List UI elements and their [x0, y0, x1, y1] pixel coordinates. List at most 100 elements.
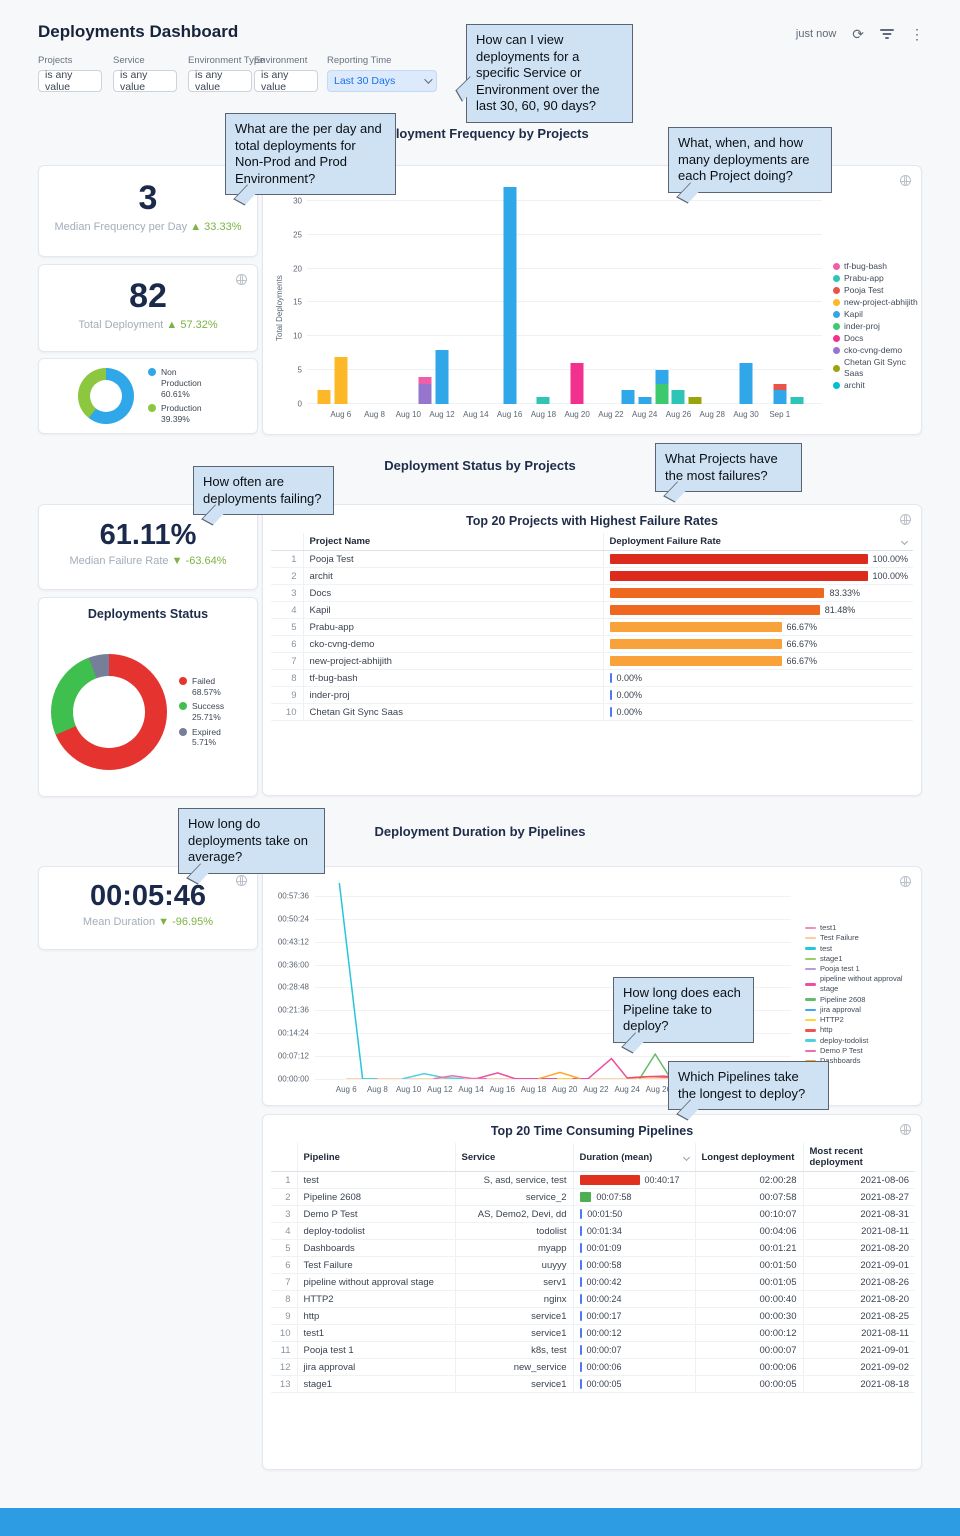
table-row[interactable]: 11 Pooja test 1 k8s, test 00:00:07 00:00:07 2… — [271, 1341, 915, 1359]
filter-value-projects[interactable]: is any value — [38, 69, 102, 93]
kebab-menu-icon[interactable]: ⋮ — [910, 26, 924, 42]
legend-item[interactable]: Kapil — [833, 309, 921, 320]
legend-item[interactable]: Docs — [833, 333, 921, 344]
bar-segment[interactable] — [621, 390, 635, 404]
table-row[interactable]: 13 stage1 service1 00:00:05 00:00:05 2021-08-… — [271, 1375, 915, 1393]
globe-icon[interactable] — [236, 274, 247, 285]
table-row[interactable]: 5 Prabu-app 66.67% — [271, 618, 913, 636]
duration-value: 00:00:12 — [586, 1327, 622, 1338]
legend-item[interactable]: new-project-abhijith — [833, 297, 921, 308]
filter-label: Environment — [254, 55, 308, 66]
table-row[interactable]: 3 Demo P Test AS, Demo2, Devi, dd 00:01:50 0… — [271, 1205, 915, 1223]
bar-segment[interactable] — [418, 383, 432, 404]
sort-chevron-icon[interactable] — [682, 1153, 690, 1161]
legend-item[interactable]: http — [805, 1025, 921, 1035]
globe-icon[interactable] — [900, 514, 911, 525]
table-row[interactable]: 9 inder-proj 0.00% — [271, 686, 913, 704]
filter-value-environment[interactable]: is any value — [254, 69, 318, 93]
legend-item[interactable]: tf-bug-bash — [833, 261, 921, 272]
table-row[interactable]: 2 Pipeline 2608 service_2 00:07:58 00:07:58 2… — [271, 1188, 915, 1206]
table-row[interactable]: 5 Dashboards myapp 00:01:09 00:01:21 2021-08-… — [271, 1239, 915, 1257]
globe-icon[interactable] — [236, 875, 247, 886]
table-row[interactable]: 12 jira approval new_service 00:00:06 00:00:… — [271, 1358, 915, 1376]
legend-item[interactable]: deploy-todolist — [805, 1036, 921, 1046]
bar-segment[interactable] — [570, 363, 584, 404]
recent-deployment-cell: 2021-08-18 — [802, 1375, 915, 1393]
legend-item[interactable]: Success 25.71% — [179, 701, 245, 722]
column-header-service[interactable]: Service — [454, 1143, 573, 1172]
legend-item[interactable]: stage1 — [805, 954, 921, 964]
legend-item[interactable]: pipeline without approval stage — [805, 974, 921, 994]
column-header-recent[interactable]: Most recent deployment — [802, 1143, 915, 1172]
table-row[interactable]: 6 Test Failure uuyyy 00:00:58 00:01:50 2021-0… — [271, 1256, 915, 1274]
bar-segment[interactable] — [334, 356, 348, 404]
bar-segment[interactable] — [503, 187, 517, 404]
legend-item[interactable]: inder-proj — [833, 321, 921, 332]
table-row[interactable]: 4 deploy-todolist todolist 00:01:34 00:04:06… — [271, 1222, 915, 1240]
column-header-project-name[interactable]: Project Name — [302, 533, 603, 551]
table-row[interactable]: 7 new-project-abhijith 66.67% — [271, 652, 913, 670]
table-row[interactable]: 9 http service1 00:00:17 00:00:30 2021-08-25 — [271, 1307, 915, 1325]
legend-item[interactable]: Production 39.39% — [148, 403, 218, 424]
bar-segment[interactable] — [739, 363, 753, 404]
legend-item[interactable]: Pipeline 2608 — [805, 995, 921, 1005]
refresh-icon[interactable]: ⟳ — [852, 26, 864, 42]
filter-value-environment-type[interactable]: is any value — [188, 69, 252, 93]
longest-deployment-cell: 00:01:50 — [694, 1256, 803, 1274]
bar-segment[interactable] — [655, 383, 669, 404]
column-header-duration[interactable]: Duration (mean) — [572, 1143, 695, 1172]
legend-item[interactable]: Pooja test 1 — [805, 964, 921, 974]
legend-item[interactable]: Test Failure — [805, 933, 921, 943]
bar-segment[interactable] — [435, 349, 449, 404]
table-row[interactable]: 8 tf-bug-bash 0.00% — [271, 669, 913, 687]
table-row[interactable]: 7 pipeline without approval stage serv1 00:… — [271, 1273, 915, 1291]
table-row[interactable]: 8 HTTP2 nginx 00:00:24 00:00:40 2021-08-20 — [271, 1290, 915, 1308]
globe-icon[interactable] — [900, 876, 911, 887]
bar-segment[interactable] — [773, 383, 787, 391]
bar-segment[interactable] — [790, 397, 804, 404]
legend-label: archit — [844, 380, 865, 390]
filter-value-service[interactable]: is any value — [113, 69, 177, 93]
bar-segment[interactable] — [671, 390, 685, 404]
legend-item[interactable]: cko-cvng-demo — [833, 345, 921, 356]
bar-segment[interactable] — [773, 390, 787, 404]
table-row[interactable]: 3 Docs 83.33% — [271, 584, 913, 602]
table-row[interactable]: 10 Chetan Git Sync Saas 0.00% — [271, 703, 913, 721]
legend-item[interactable]: test1 — [805, 923, 921, 933]
column-header-pipeline[interactable]: Pipeline — [296, 1143, 455, 1172]
bar-segment[interactable] — [418, 376, 432, 384]
legend-item[interactable]: HTTP2 — [805, 1015, 921, 1025]
globe-icon[interactable] — [900, 1124, 911, 1135]
callout-longest-pipelines: Which Pipelines take the longest to depl… — [668, 1061, 829, 1110]
pipeline-cell: http — [296, 1307, 455, 1325]
bar-segment[interactable] — [317, 390, 331, 404]
legend-item[interactable]: Failed 68.57% — [179, 676, 245, 697]
legend-dash — [805, 1029, 816, 1032]
legend-item[interactable]: Demo P Test — [805, 1046, 921, 1056]
bar-segment[interactable] — [655, 370, 669, 384]
table-row[interactable]: 2 archit 100.00% — [271, 567, 913, 585]
median-frequency-label: Median Frequency per Day — [54, 221, 188, 233]
sort-chevron-icon[interactable] — [900, 537, 909, 546]
column-header-failure-rate[interactable]: Deployment Failure Rate — [602, 533, 913, 551]
legend-item[interactable]: Pooja Test — [833, 285, 921, 296]
legend-item[interactable]: Chetan Git Sync Saas — [833, 357, 921, 379]
table-row[interactable]: 1 Pooja Test 100.00% — [271, 550, 913, 568]
bar-segment[interactable] — [638, 397, 652, 404]
legend-item[interactable]: jira approval — [805, 1005, 921, 1015]
legend-item[interactable]: Prabu-app — [833, 273, 921, 284]
legend-item[interactable]: Non Production 60.61% — [148, 367, 218, 399]
column-header-longest[interactable]: Longest deployment — [694, 1143, 803, 1172]
table-row[interactable]: 1 test S, asd, service, test 00:40:17 02:00:… — [271, 1171, 915, 1189]
legend-item[interactable]: Expired 5.71% — [179, 727, 245, 748]
bar-segment[interactable] — [536, 397, 550, 404]
filter-icon[interactable] — [880, 29, 894, 39]
bar-segment[interactable] — [688, 397, 702, 404]
table-row[interactable]: 10 test1 service1 00:00:12 00:00:12 2021-08-1… — [271, 1324, 915, 1342]
legend-item[interactable]: archit — [833, 380, 921, 391]
legend-item[interactable]: test — [805, 944, 921, 954]
table-row[interactable]: 6 cko-cvng-demo 66.67% — [271, 635, 913, 653]
globe-icon[interactable] — [900, 175, 911, 186]
reporting-time-dropdown[interactable]: Last 30 Days — [327, 70, 437, 92]
table-row[interactable]: 4 Kapil 81.48% — [271, 601, 913, 619]
